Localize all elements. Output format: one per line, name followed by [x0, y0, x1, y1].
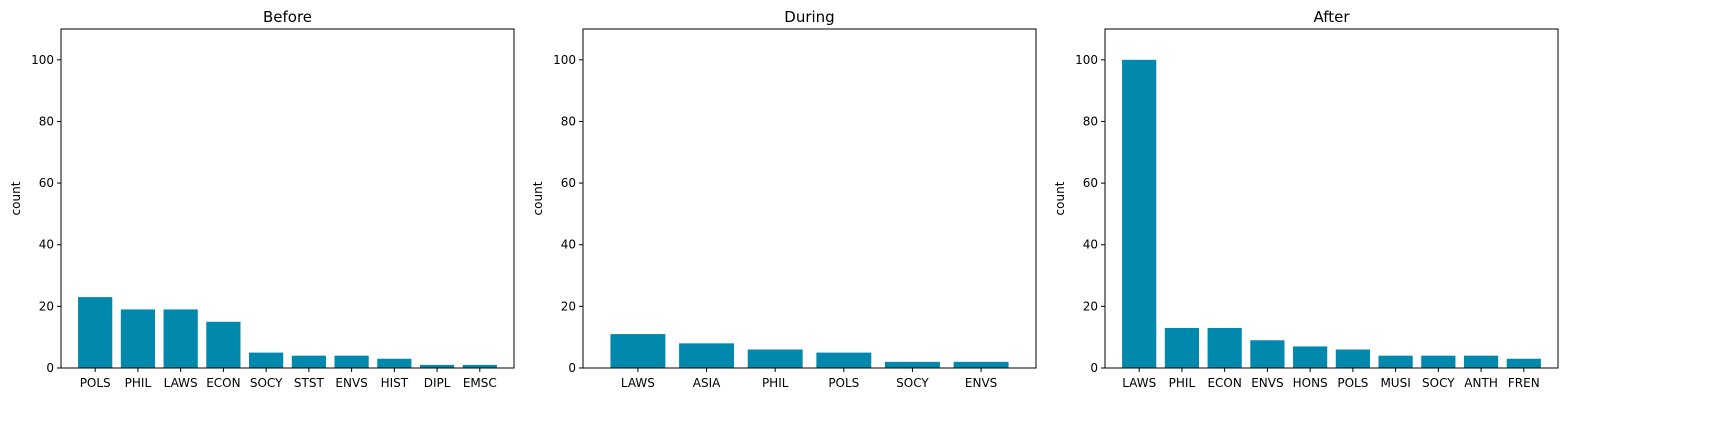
- y-tick-label: 20: [561, 299, 576, 313]
- bar-socy: [1421, 355, 1456, 368]
- chart-title: Before: [263, 8, 312, 26]
- bar-hons: [1293, 346, 1328, 368]
- y-tick-label: 60: [1083, 176, 1098, 190]
- x-tick-label: DIPL: [424, 376, 451, 390]
- x-tick-label: POLS: [828, 376, 859, 390]
- x-tick-label: LAWS: [1122, 376, 1156, 390]
- y-tick-label: 20: [1083, 299, 1098, 313]
- x-tick-label: ASIA: [693, 376, 721, 390]
- x-tick-label: ECON: [1207, 376, 1241, 390]
- x-tick-label: HIST: [381, 376, 409, 390]
- x-tick-label: POLS: [80, 376, 111, 390]
- bar-dipl: [419, 364, 455, 368]
- y-tick-label: 60: [561, 176, 576, 190]
- y-tick-label: 20: [39, 299, 54, 313]
- y-tick-label: 0: [46, 361, 54, 375]
- chart-title: After: [1313, 8, 1350, 26]
- y-tick-label: 100: [31, 53, 54, 67]
- bar-emsc: [462, 364, 497, 368]
- y-tick-label: 80: [39, 114, 54, 128]
- y-tick-label: 0: [568, 361, 576, 375]
- bar-phil: [120, 309, 156, 368]
- bar-socy: [885, 361, 940, 368]
- y-axis-label: count: [531, 181, 545, 215]
- bar-anth: [1463, 355, 1499, 368]
- bar-envs: [953, 361, 1009, 368]
- bar-pols: [1335, 349, 1370, 368]
- chart-panel-before: 0 20 40 60 80 100 POLS PHIL LAWS ECON SOCY STST ENVS…: [9, 8, 515, 390]
- y-tick-label: 40: [561, 238, 576, 252]
- y-tick-label: 100: [1075, 53, 1098, 67]
- x-tick-label: LAWS: [621, 376, 655, 390]
- x-tick-label: EMSC: [463, 376, 497, 390]
- x-tick-label: FREN: [1508, 376, 1540, 390]
- y-tick-label: 80: [1083, 114, 1098, 128]
- y-tick-label: 40: [39, 238, 54, 252]
- x-tick-label: PHIL: [1169, 376, 1196, 390]
- bar-laws: [610, 334, 666, 368]
- bar-econ: [1207, 327, 1242, 368]
- bar-pols: [816, 352, 872, 368]
- chart-panel-after: 0 20 40 60 80 100 LAWS PHIL ECON ENVS HONS POLS MUSI…: [1053, 8, 1559, 390]
- y-tick-label: 60: [39, 176, 54, 190]
- bar-musi: [1378, 355, 1413, 368]
- bar-hist: [377, 358, 412, 368]
- x-tick-label: PHIL: [762, 376, 789, 390]
- x-tick-label: SOCY: [250, 376, 283, 390]
- chart-title: During: [784, 8, 834, 26]
- y-axis-label: count: [9, 181, 23, 215]
- bar-socy: [249, 352, 284, 368]
- chart-panel-during: 0 20 40 60 80 100 LAWS ASIA PHIL POLS SOCY ENVS coun…: [531, 8, 1037, 390]
- bar-phil: [747, 349, 803, 368]
- x-tick-label: ENVS: [965, 376, 997, 390]
- y-axis-label: count: [1053, 181, 1067, 215]
- y-tick-label: 80: [561, 114, 576, 128]
- bar-stst: [291, 355, 326, 368]
- bar-phil: [1164, 327, 1200, 368]
- x-tick-label: HONS: [1293, 376, 1328, 390]
- plot-frame: [1104, 28, 1559, 369]
- x-tick-label: STST: [294, 376, 325, 390]
- bar-envs: [1250, 340, 1285, 368]
- plot-frame: [60, 28, 515, 369]
- x-tick-label: ANTH: [1464, 376, 1498, 390]
- bar-fren: [1506, 358, 1541, 368]
- x-tick-label: ECON: [206, 376, 240, 390]
- x-tick-label: PHIL: [125, 376, 152, 390]
- x-tick-label: POLS: [1337, 376, 1368, 390]
- bar-pols: [78, 297, 113, 368]
- x-tick-label: ENVS: [1251, 376, 1283, 390]
- bar-econ: [206, 321, 241, 368]
- bar-laws: [1122, 59, 1157, 368]
- bar-laws: [163, 309, 198, 368]
- bar-asia: [679, 343, 734, 368]
- x-tick-label: ENVS: [335, 376, 367, 390]
- bar-envs: [334, 355, 369, 368]
- plot-frame: [582, 28, 1037, 369]
- x-tick-label: SOCY: [896, 376, 929, 390]
- x-tick-label: MUSI: [1380, 376, 1410, 390]
- x-tick-label: LAWS: [164, 376, 198, 390]
- y-tick-label: 40: [1083, 238, 1098, 252]
- y-tick-label: 0: [1090, 361, 1098, 375]
- x-tick-label: SOCY: [1422, 376, 1455, 390]
- y-tick-label: 100: [553, 53, 576, 67]
